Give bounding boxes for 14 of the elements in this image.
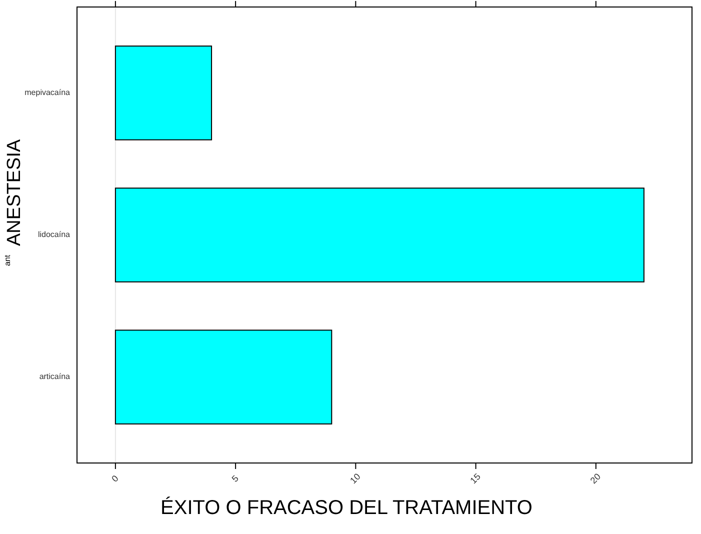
x-tick-label: 20 [588, 471, 603, 486]
bar [114, 330, 332, 424]
bar [114, 188, 644, 282]
y-tick-label: mepivacaína [24, 88, 71, 98]
y-tick-label: articaína [39, 372, 71, 382]
x-tick-label: 10 [348, 471, 362, 486]
y-axis-title: ANESTESIA [4, 139, 25, 246]
x-tick-label: 0 [110, 473, 120, 484]
text: ant [3, 254, 12, 266]
bar [114, 46, 212, 140]
x-tick-label: 15 [468, 471, 482, 486]
y-tick-label: lidocaína [38, 230, 71, 240]
x-axis-title: ÉXITO O FRACASO DEL TRATAMIENTO [160, 496, 532, 519]
x-tick-label: 5 [230, 473, 240, 484]
